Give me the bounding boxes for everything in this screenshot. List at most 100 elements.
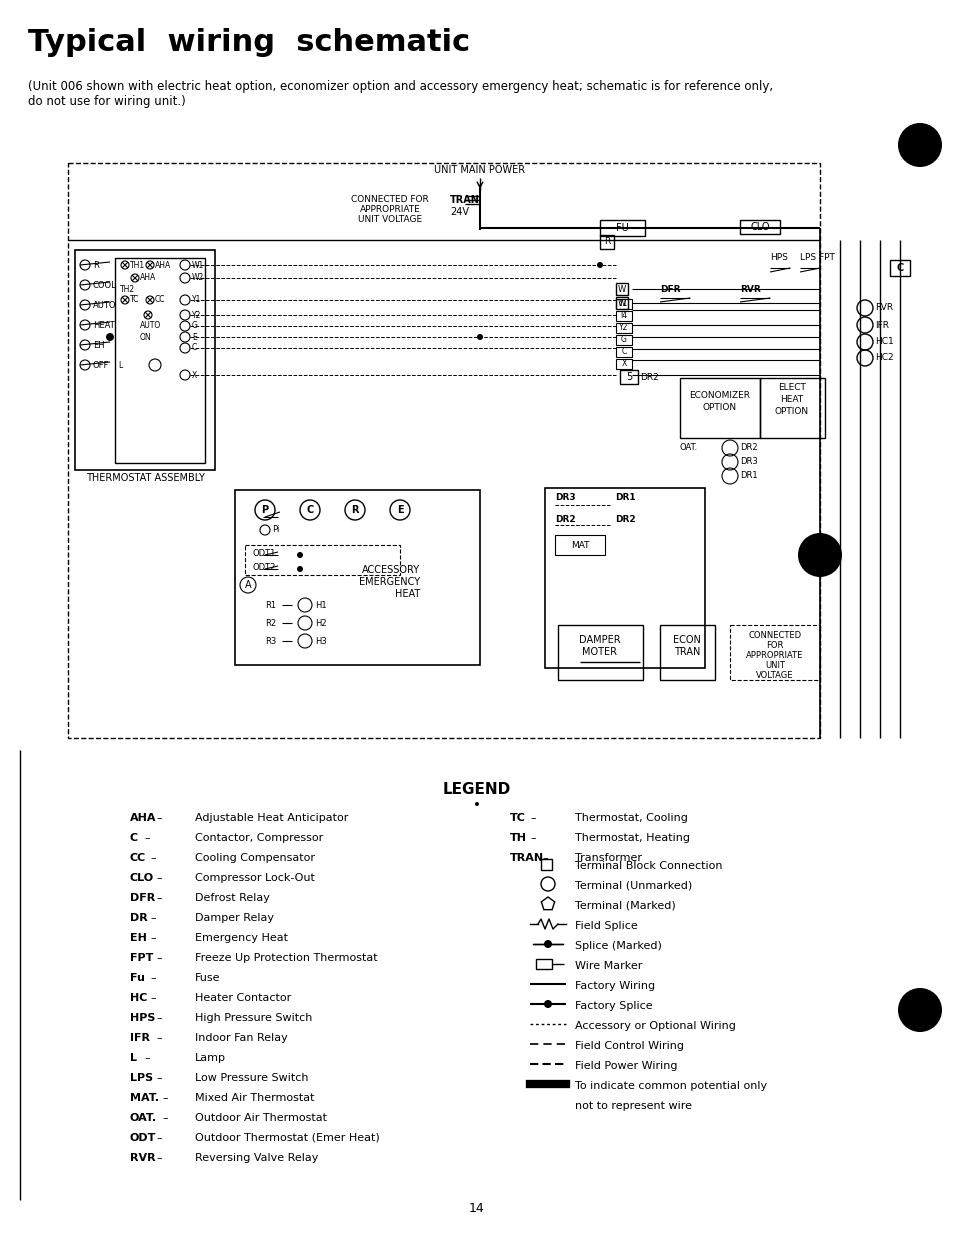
Text: C: C (896, 263, 902, 273)
Text: A: A (244, 580, 251, 590)
Text: –: – (156, 1013, 161, 1023)
Text: ELECT: ELECT (778, 384, 805, 393)
Text: DR: DR (130, 913, 148, 923)
Text: –: – (150, 932, 155, 944)
Text: THERMOSTAT ASSEMBLY: THERMOSTAT ASSEMBLY (86, 473, 204, 483)
Text: Typical  wiring  schematic: Typical wiring schematic (28, 28, 470, 57)
Text: Contactor, Compressor: Contactor, Compressor (194, 832, 323, 844)
Text: G: G (192, 321, 197, 331)
Text: –: – (156, 953, 161, 963)
Text: Field Splice: Field Splice (575, 921, 638, 931)
Text: TRAN: TRAN (673, 647, 700, 657)
Bar (740, 220, 780, 233)
Text: FU: FU (615, 224, 628, 233)
Text: IFR: IFR (130, 1032, 150, 1044)
Text: DR2: DR2 (555, 515, 575, 525)
Text: UNIT VOLTAGE: UNIT VOLTAGE (357, 215, 421, 225)
Text: –: – (162, 1093, 168, 1103)
Text: DR3: DR3 (740, 457, 757, 467)
Text: –: – (156, 1153, 161, 1163)
Circle shape (597, 262, 602, 268)
Bar (536, 960, 552, 969)
Text: W1: W1 (192, 261, 204, 269)
Bar (616, 311, 631, 321)
Text: W2: W2 (192, 273, 204, 283)
Bar (659, 625, 714, 680)
Text: –: – (530, 832, 535, 844)
Text: Factory Splice: Factory Splice (575, 1002, 652, 1011)
Bar (75, 249, 214, 471)
Text: CLO: CLO (749, 222, 769, 232)
Text: ECON: ECON (673, 635, 700, 645)
Text: G: G (620, 336, 626, 345)
Text: IFR: IFR (874, 321, 888, 330)
Bar (540, 860, 552, 869)
Bar (889, 261, 909, 275)
Text: TRAN: TRAN (510, 853, 543, 863)
Text: Defrost Relay: Defrost Relay (194, 893, 270, 903)
Text: UNIT: UNIT (764, 661, 784, 669)
Bar (616, 299, 631, 309)
Bar (616, 324, 631, 333)
Bar (245, 545, 399, 576)
Text: I4: I4 (619, 311, 627, 321)
Text: OAT.: OAT. (130, 1113, 157, 1123)
Bar (616, 335, 631, 345)
Text: Terminal (Marked): Terminal (Marked) (575, 902, 675, 911)
Text: X: X (620, 359, 626, 368)
Text: MOTER: MOTER (582, 647, 617, 657)
Text: Field Control Wiring: Field Control Wiring (575, 1041, 683, 1051)
Text: not to represent wire: not to represent wire (575, 1100, 691, 1112)
Text: Y1: Y1 (192, 295, 201, 305)
Text: Indoor Fan Relay: Indoor Fan Relay (194, 1032, 288, 1044)
Text: DFR: DFR (659, 285, 679, 294)
Text: High Pressure Switch: High Pressure Switch (194, 1013, 312, 1023)
Text: HEAT: HEAT (780, 395, 802, 405)
Text: MAT.: MAT. (130, 1093, 159, 1103)
Text: EMERGENCY: EMERGENCY (358, 577, 419, 587)
Text: W: W (618, 299, 625, 308)
Bar (616, 347, 631, 357)
Text: –: – (156, 1073, 161, 1083)
Text: Mixed Air Thermostat: Mixed Air Thermostat (194, 1093, 314, 1103)
Text: L: L (130, 1053, 137, 1063)
Text: Fuse: Fuse (194, 973, 220, 983)
Text: CONNECTED: CONNECTED (748, 631, 801, 640)
Text: LPS FPT: LPS FPT (800, 253, 834, 263)
Text: W: W (618, 284, 625, 294)
Text: DFR: DFR (130, 893, 155, 903)
Text: –: – (150, 913, 155, 923)
Text: do not use for wiring unit.): do not use for wiring unit.) (28, 95, 186, 107)
Text: H2: H2 (314, 619, 326, 627)
Text: R: R (603, 237, 610, 247)
Text: Y1: Y1 (618, 300, 628, 309)
Text: 5: 5 (625, 372, 632, 382)
Text: OPTION: OPTION (774, 408, 808, 416)
Text: H3: H3 (314, 636, 327, 646)
Text: TC: TC (130, 295, 139, 305)
Text: TC: TC (510, 813, 525, 823)
Text: Fu: Fu (130, 973, 145, 983)
Text: –: – (156, 893, 161, 903)
Text: L: L (118, 361, 122, 369)
Text: TRAN: TRAN (450, 195, 479, 205)
Text: E: E (396, 505, 403, 515)
Text: Transformer: Transformer (575, 853, 641, 863)
Text: –: – (162, 1113, 168, 1123)
Circle shape (543, 940, 552, 948)
Text: (Unit 006 shown with electric heat option, economizer option and accessory emerg: (Unit 006 shown with electric heat optio… (28, 80, 772, 93)
Circle shape (543, 1000, 552, 1008)
Text: Heater Contactor: Heater Contactor (194, 993, 291, 1003)
Text: C: C (620, 347, 626, 357)
Text: C: C (192, 343, 197, 352)
Bar (68, 163, 820, 739)
Text: –: – (156, 1032, 161, 1044)
Text: ODT1: ODT1 (253, 548, 276, 557)
Text: OPTION: OPTION (702, 404, 737, 412)
Bar (544, 488, 704, 668)
Text: Thermostat, Heating: Thermostat, Heating (575, 832, 689, 844)
Text: VOLTAGE: VOLTAGE (756, 671, 793, 679)
Text: FPT: FPT (130, 953, 153, 963)
Circle shape (106, 333, 113, 341)
Text: AUTO: AUTO (140, 321, 161, 331)
